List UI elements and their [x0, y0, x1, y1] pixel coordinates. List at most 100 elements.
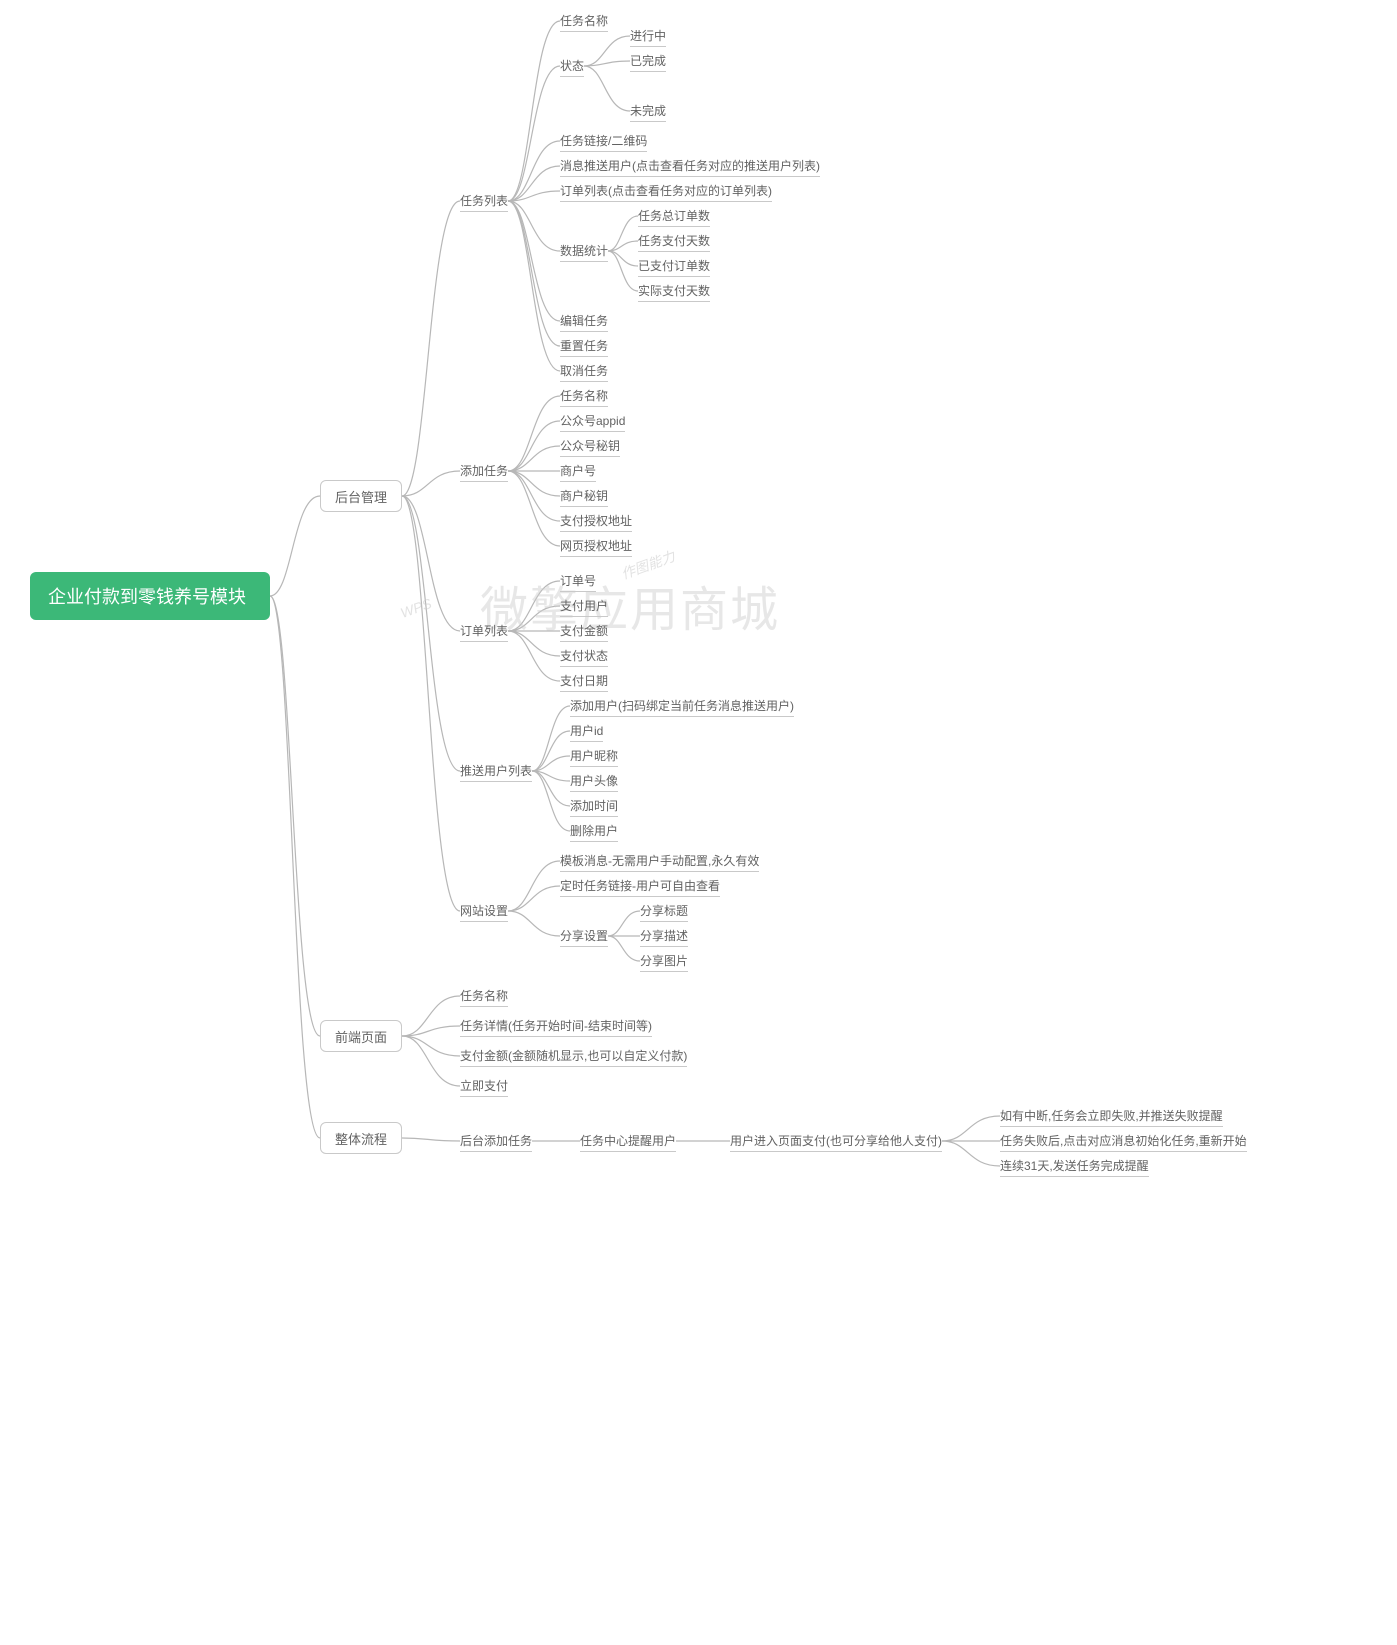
edge-b_addtask-at_payurl — [508, 471, 560, 521]
node-sh_img: 分享图片 — [640, 950, 688, 972]
node-at_name: 任务名称 — [560, 385, 608, 407]
edge-ss_share-sh_title — [608, 911, 640, 936]
edge-b_tasklist-tl_stats — [508, 201, 560, 251]
edge-b_pushlist-pl_add — [532, 706, 570, 771]
node-root: 企业付款到零钱养号模块 — [30, 572, 270, 620]
node-pl_add: 添加用户(扫码绑定当前任务消息推送用户) — [570, 695, 794, 717]
node-tl_push: 消息推送用户(点击查看任务对应的推送用户列表) — [560, 155, 820, 177]
node-at_weburl: 网页授权地址 — [560, 535, 632, 557]
edge-b_pushlist-pl_del — [532, 771, 570, 831]
node-pl_id: 用户id — [570, 720, 603, 742]
node-pl_del: 删除用户 — [570, 820, 618, 842]
edge-backend-b_tasklist — [402, 201, 460, 496]
mindmap-canvas: 微擎应用商城 WPS 作图能力 企业付款到零钱养号模块后台管理前端页面整体流程任… — [0, 0, 1397, 1645]
node-ol_user: 支付用户 — [560, 595, 608, 617]
node-at_mchkey: 商户秘钥 — [560, 485, 608, 507]
node-b_pushlist: 推送用户列表 — [460, 760, 532, 782]
watermark-main: 微擎应用商城 — [480, 570, 780, 640]
node-flow: 整体流程 — [320, 1122, 402, 1154]
edge-b_siteset-ss_tmpl — [508, 861, 560, 911]
node-ds_pdays: 任务支付天数 — [638, 230, 710, 252]
edge-backend-b_pushlist — [402, 496, 460, 771]
edge-front-fe_amt — [402, 1036, 460, 1056]
edge-b_orderlist-ol_no — [508, 581, 560, 631]
node-tl_cancel: 取消任务 — [560, 360, 608, 382]
node-tl_edit: 编辑任务 — [560, 310, 608, 332]
edge-tl_stats-ds_total — [608, 216, 638, 251]
edge-b_addtask-at_appid — [508, 421, 560, 471]
node-at_payurl: 支付授权地址 — [560, 510, 632, 532]
node-b_addtask: 添加任务 — [460, 460, 508, 482]
node-at_secret: 公众号秘钥 — [560, 435, 620, 457]
edge-b_tasklist-tl_name — [508, 21, 560, 201]
node-b_tasklist: 任务列表 — [460, 190, 508, 212]
node-ol_date: 支付日期 — [560, 670, 608, 692]
node-tl_order: 订单列表(点击查看任务对应的订单列表) — [560, 180, 772, 202]
edge-b_siteset-ss_share — [508, 911, 560, 936]
node-fl_4b: 任务失败后,点击对应消息初始化任务,重新开始 — [1000, 1130, 1247, 1152]
edge-backend-b_orderlist — [402, 496, 460, 631]
edge-fl_3-fl_4c — [942, 1141, 1000, 1166]
node-ds_total: 任务总订单数 — [638, 205, 710, 227]
edge-ss_share-sh_img — [608, 936, 640, 961]
edge-flow-fl_1 — [402, 1138, 460, 1141]
edge-b_tasklist-tl_order — [508, 191, 560, 201]
node-fe_pay: 立即支付 — [460, 1075, 508, 1097]
node-fl_4a: 如有中断,任务会立即失败,并推送失败提醒 — [1000, 1105, 1223, 1127]
edge-b_addtask-at_weburl — [508, 471, 560, 546]
edge-front-fe_detail — [402, 1026, 460, 1036]
edge-b_orderlist-ol_date — [508, 631, 560, 681]
edge-root-front — [270, 596, 320, 1036]
edge-b_addtask-at_secret — [508, 446, 560, 471]
node-front: 前端页面 — [320, 1020, 402, 1052]
edge-b_addtask-at_mchkey — [508, 471, 560, 496]
edge-b_addtask-at_name — [508, 396, 560, 471]
edge-fl_3-fl_4a — [942, 1116, 1000, 1141]
node-tl_link: 任务链接/二维码 — [560, 130, 647, 152]
edge-tl_stats-ds_paid — [608, 251, 638, 266]
node-st_done: 已完成 — [630, 50, 666, 72]
node-fl_3: 用户进入页面支付(也可分享给他人支付) — [730, 1130, 942, 1152]
edge-tl_state-st_undone — [584, 66, 630, 111]
node-pl_time: 添加时间 — [570, 795, 618, 817]
edge-backend-b_siteset — [402, 496, 460, 911]
node-fe_name: 任务名称 — [460, 985, 508, 1007]
edge-b_tasklist-tl_edit — [508, 201, 560, 321]
node-tl_stats: 数据统计 — [560, 240, 608, 262]
edge-front-fe_pay — [402, 1036, 460, 1086]
node-tl_name: 任务名称 — [560, 10, 608, 32]
edge-b_pushlist-pl_time — [532, 771, 570, 806]
edge-front-fe_name — [402, 996, 460, 1036]
node-ol_amt: 支付金额 — [560, 620, 608, 642]
node-ds_paid: 已支付订单数 — [638, 255, 710, 277]
edge-root-backend — [270, 496, 320, 596]
node-at_mchid: 商户号 — [560, 460, 596, 482]
node-ss_tmpl: 模板消息-无需用户手动配置,永久有效 — [560, 850, 759, 872]
node-pl_avatar: 用户头像 — [570, 770, 618, 792]
node-ss_share: 分享设置 — [560, 925, 608, 947]
node-b_siteset: 网站设置 — [460, 900, 508, 922]
edge-b_pushlist-pl_avatar — [532, 771, 570, 781]
node-ss_link: 定时任务链接-用户可自由查看 — [560, 875, 720, 897]
edge-tl_state-st_done — [584, 61, 630, 66]
watermark-sub1: WPS — [398, 595, 433, 621]
edge-b_tasklist-tl_push — [508, 166, 560, 201]
edge-b_orderlist-ol_stat — [508, 631, 560, 656]
edge-b_tasklist-tl_state — [508, 66, 560, 201]
node-fe_detail: 任务详情(任务开始时间-结束时间等) — [460, 1015, 652, 1037]
node-sh_title: 分享标题 — [640, 900, 688, 922]
node-b_orderlist: 订单列表 — [460, 620, 508, 642]
edge-root-flow — [270, 596, 320, 1138]
node-fl_2: 任务中心提醒用户 — [580, 1130, 676, 1152]
node-ds_rdays: 实际支付天数 — [638, 280, 710, 302]
node-ol_no: 订单号 — [560, 570, 596, 592]
edge-b_pushlist-pl_nick — [532, 756, 570, 771]
node-fl_4c: 连续31天,发送任务完成提醒 — [1000, 1155, 1149, 1177]
node-pl_nick: 用户昵称 — [570, 745, 618, 767]
edge-backend-b_addtask — [402, 471, 460, 496]
edge-b_orderlist-ol_user — [508, 606, 560, 631]
edge-b_tasklist-tl_link — [508, 141, 560, 201]
node-sh_desc: 分享描述 — [640, 925, 688, 947]
edge-b_pushlist-pl_id — [532, 731, 570, 771]
node-backend: 后台管理 — [320, 480, 402, 512]
